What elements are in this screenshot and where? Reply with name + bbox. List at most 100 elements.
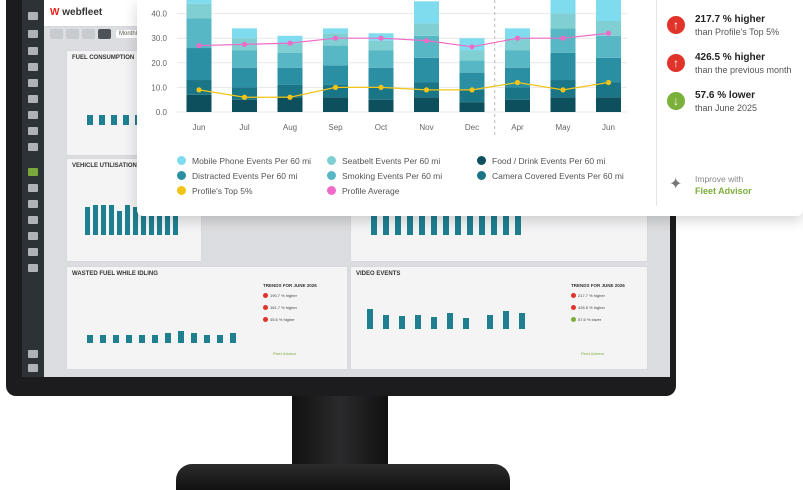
tab-grid[interactable]	[50, 29, 63, 39]
stacked-bar-segment	[186, 94, 212, 112]
tab-chart[interactable]	[98, 29, 111, 39]
mini-fleet-advisor-link[interactable]: Fleet Advisor	[273, 351, 297, 356]
mini-trend: 161.7 % higher	[263, 305, 297, 311]
arrow-down-icon: ↓	[667, 92, 685, 110]
panel-video-events[interactable]: VIDEO EVENTS TRENDS FOR JUNE 2026 217.7 …	[350, 266, 648, 370]
legend-item: Camera Covered Events Per 60 mi	[477, 171, 624, 181]
video-events-chart: 0.010.020.030.040.050.0JunJulAugSepOctNo…	[151, 0, 627, 137]
mini-secondary-bars	[371, 207, 621, 235]
series-point	[514, 79, 521, 86]
fleet-advisor-label[interactable]: Fleet Advisor	[695, 186, 752, 196]
mini-bar	[503, 213, 509, 235]
message-icon[interactable]	[28, 95, 38, 103]
trend-comparison: than Profile's Top 5%	[695, 27, 780, 37]
legend-label: Distracted Events Per 60 mi	[192, 171, 298, 181]
calendar-icon[interactable]	[28, 216, 38, 224]
stacked-bar-segment	[232, 28, 257, 39]
stacked-bar-segment	[596, 35, 621, 58]
legend-swatch	[477, 156, 486, 165]
trend-value: 57.6 % lower	[695, 90, 756, 101]
x-tick-label: Jun	[602, 123, 615, 132]
legend-label: Smoking Events Per 60 mi	[342, 171, 443, 181]
series-point	[469, 87, 475, 93]
stacked-bar-segment	[232, 50, 257, 68]
y-tick-label: 0.0	[156, 108, 168, 117]
series-point	[423, 38, 430, 44]
mini-bar	[101, 205, 106, 235]
legend-swatch	[177, 171, 186, 180]
stacked-bar-segment	[277, 84, 303, 98]
panel-wasted-fuel-idling[interactable]: WASTED FUEL WHILE IDLING TRENDS FOR JUNE…	[66, 266, 348, 370]
mini-trend: 426.5 % higher	[571, 305, 605, 311]
mini-fleet-advisor-link[interactable]: Fleet Advisor	[581, 351, 605, 356]
series-point	[287, 94, 293, 100]
video-events-card: 0.010.020.030.040.050.0JunJulAugSepOctNo…	[137, 0, 803, 216]
stacked-bar-segment	[505, 67, 530, 88]
sparkle-icon: ✦	[669, 176, 683, 193]
dashboard-icon[interactable]	[28, 30, 38, 38]
tab-user[interactable]	[82, 29, 95, 39]
driver-icon[interactable]	[28, 63, 38, 71]
stacked-bar-segment	[550, 52, 576, 81]
mini-bar	[447, 313, 453, 329]
settings-icon[interactable]	[28, 264, 38, 272]
user-icon[interactable]	[28, 248, 38, 256]
report-icon[interactable]	[28, 111, 38, 119]
series-point	[469, 44, 475, 50]
mini-bar	[149, 203, 154, 235]
series-point	[605, 79, 612, 86]
trend-comparison: than the previous month	[695, 65, 792, 75]
monitor-stand-neck	[292, 396, 388, 466]
series-point	[378, 35, 384, 41]
stacked-bar-segment	[414, 23, 439, 36]
mini-idling-bars	[87, 315, 267, 343]
trend-comparison: than June 2025	[695, 103, 758, 113]
route-icon[interactable]	[28, 79, 38, 87]
stacked-bar-segment	[550, 97, 576, 112]
mini-bar	[383, 213, 389, 235]
mini-bar	[126, 335, 132, 343]
document-icon[interactable]	[28, 184, 38, 192]
trend-value: 217.7 % higher	[695, 14, 766, 25]
legend-label: Food / Drink Events Per 60 mi	[492, 156, 606, 166]
legend-swatch	[327, 156, 336, 165]
tools-icon[interactable]	[28, 143, 38, 151]
series-point	[560, 35, 566, 41]
stacked-bar-segment	[323, 28, 348, 34]
vehicle-icon[interactable]	[28, 47, 38, 55]
stacked-bar-segment	[277, 67, 303, 85]
menu-icon[interactable]	[28, 12, 38, 20]
mini-bar	[491, 213, 497, 235]
series-point	[196, 42, 202, 49]
webfleet-logo[interactable]: W webfleet	[50, 7, 103, 18]
analytics-icon[interactable]	[28, 168, 38, 176]
app-sidebar	[22, 0, 44, 377]
x-tick-label: Jun	[193, 123, 206, 132]
monthly-selector[interactable]: Monthly	[116, 30, 144, 38]
gear-icon[interactable]	[28, 350, 38, 358]
alert-icon[interactable]	[28, 127, 38, 135]
camera-icon[interactable]	[28, 200, 38, 208]
mini-bar	[455, 213, 461, 235]
legend-item: Profile's Top 5%	[177, 186, 253, 196]
mini-bar	[165, 333, 171, 343]
clock-icon[interactable]	[28, 232, 38, 240]
mini-bar	[141, 209, 146, 235]
mini-bar	[217, 335, 223, 343]
monitor-stand-base	[176, 464, 510, 490]
stacked-bar-segment	[277, 52, 303, 68]
mini-trends-title: TRENDS FOR JUNE 2026	[263, 283, 317, 288]
tab-cloud[interactable]	[66, 29, 79, 39]
legend-label: Camera Covered Events Per 60 mi	[492, 171, 624, 181]
legend-swatch	[177, 186, 186, 195]
mini-bar	[431, 317, 437, 329]
series-point	[378, 84, 384, 90]
stacked-bar-segment	[596, 97, 621, 112]
mini-bar	[371, 213, 377, 235]
panel-title: WASTED FUEL WHILE IDLING	[72, 271, 158, 277]
x-tick-label: Nov	[419, 123, 433, 132]
x-tick-label: Sep	[328, 123, 343, 132]
list-icon[interactable]	[28, 364, 38, 372]
x-tick-label: Oct	[375, 123, 388, 132]
stacked-bar-segment	[323, 84, 348, 98]
